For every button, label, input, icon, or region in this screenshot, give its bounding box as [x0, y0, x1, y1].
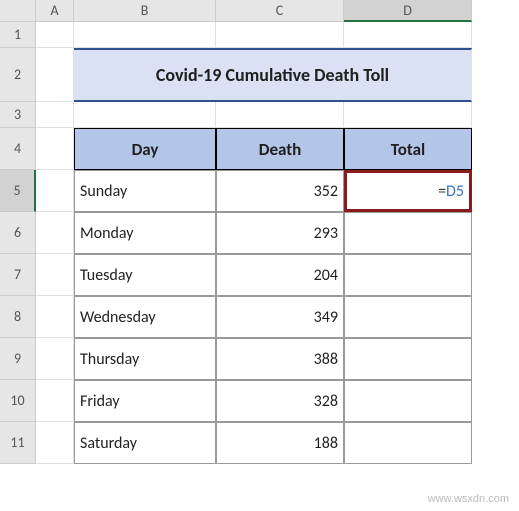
select-all-corner[interactable]	[0, 0, 36, 22]
col-header-c[interactable]: C	[216, 0, 344, 22]
cell-b3[interactable]	[74, 102, 216, 128]
cell-a9[interactable]	[36, 338, 74, 380]
title-cell[interactable]: Covid-19 Cumulative Death Toll	[74, 48, 472, 102]
cell-d8[interactable]	[344, 296, 472, 338]
cell-a7[interactable]	[36, 254, 74, 296]
header-total[interactable]: Total	[344, 128, 472, 170]
cell-c3[interactable]	[216, 102, 344, 128]
cell-d3[interactable]	[344, 102, 472, 128]
cell-death-5[interactable]: 328	[216, 380, 344, 422]
cell-d10[interactable]	[344, 380, 472, 422]
column-headers: A B C D	[0, 0, 519, 22]
cell-d9[interactable]	[344, 338, 472, 380]
cell-a2[interactable]	[36, 48, 74, 102]
row-header-5[interactable]: 5	[0, 170, 36, 212]
cell-day-5[interactable]: Friday	[74, 380, 216, 422]
cell-a5[interactable]	[36, 170, 74, 212]
row-header-10[interactable]: 10	[0, 380, 36, 422]
cell-d1[interactable]	[344, 22, 472, 48]
row-header-4[interactable]: 4	[0, 128, 36, 170]
formula-eq: =	[438, 182, 446, 201]
row-header-6[interactable]: 6	[0, 212, 36, 254]
row-header-1[interactable]: 1	[0, 22, 36, 48]
row-header-9[interactable]: 9	[0, 338, 36, 380]
cell-a11[interactable]	[36, 422, 74, 464]
row-header-8[interactable]: 8	[0, 296, 36, 338]
col-header-b[interactable]: B	[74, 0, 216, 22]
cell-d11[interactable]	[344, 422, 472, 464]
header-death[interactable]: Death	[216, 128, 344, 170]
cell-d6[interactable]	[344, 212, 472, 254]
cell-death-6[interactable]: 188	[216, 422, 344, 464]
cell-death-0[interactable]: 352	[216, 170, 344, 212]
cell-a1[interactable]	[36, 22, 74, 48]
cell-a4[interactable]	[36, 128, 74, 170]
spreadsheet-grid: A B C D 1 2 3 4 5 6 7 8 9 10 11	[0, 0, 519, 464]
cell-death-2[interactable]: 204	[216, 254, 344, 296]
cell-day-6[interactable]: Saturday	[74, 422, 216, 464]
row-header-3[interactable]: 3	[0, 102, 36, 128]
cell-a10[interactable]	[36, 380, 74, 422]
cell-day-1[interactable]: Monday	[74, 212, 216, 254]
row-headers: 1 2 3 4 5 6 7 8 9 10 11	[0, 22, 36, 464]
col-header-a[interactable]: A	[36, 0, 74, 22]
cell-day-4[interactable]: Thursday	[74, 338, 216, 380]
cell-day-0[interactable]: Sunday	[74, 170, 216, 212]
row-header-7[interactable]: 7	[0, 254, 36, 296]
formula-ref: D5	[446, 182, 464, 201]
col-header-d[interactable]: D	[344, 0, 472, 22]
cell-a3[interactable]	[36, 102, 74, 128]
cells-area: Covid-19 Cumulative Death Toll Day Death…	[36, 22, 472, 464]
cell-b1[interactable]	[74, 22, 216, 48]
cell-c1[interactable]	[216, 22, 344, 48]
row-header-2[interactable]: 2	[0, 48, 36, 102]
cell-a6[interactable]	[36, 212, 74, 254]
cell-death-1[interactable]: 293	[216, 212, 344, 254]
active-cell-d5[interactable]: =D5	[344, 170, 472, 212]
cell-death-3[interactable]: 349	[216, 296, 344, 338]
cell-a8[interactable]	[36, 296, 74, 338]
cell-day-3[interactable]: Wednesday	[74, 296, 216, 338]
cell-death-4[interactable]: 388	[216, 338, 344, 380]
watermark: www.wsxdn.com	[428, 493, 509, 505]
header-day[interactable]: Day	[74, 128, 216, 170]
cell-d7[interactable]	[344, 254, 472, 296]
row-header-11[interactable]: 11	[0, 422, 36, 464]
cell-day-2[interactable]: Tuesday	[74, 254, 216, 296]
